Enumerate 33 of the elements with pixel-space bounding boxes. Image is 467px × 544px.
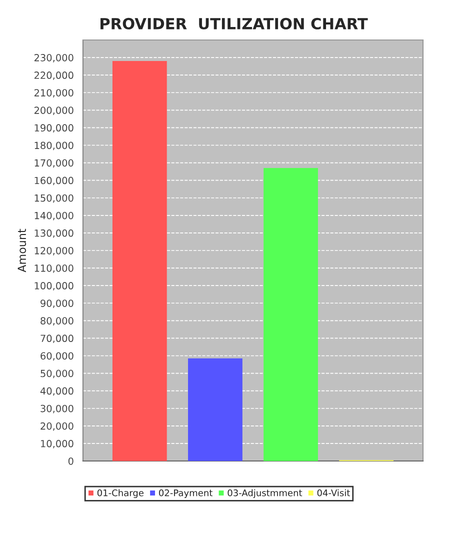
y-tick-label: 190,000 — [34, 124, 74, 133]
y-tick-label: 170,000 — [34, 159, 74, 168]
y-axis-title: Amount — [18, 228, 26, 272]
y-tick-label: 160,000 — [34, 176, 74, 186]
y-tick-label: 20,000 — [40, 422, 74, 431]
y-tick-label: 180,000 — [34, 142, 74, 150]
y-tick-label: 110,000 — [34, 264, 74, 273]
bar — [112, 61, 167, 461]
y-tick-label: 80,000 — [40, 317, 74, 326]
y-tick-label: 50,000 — [40, 370, 74, 378]
y-tick-label: 10,000 — [41, 440, 74, 448]
y-tick-label: 210,000 — [34, 89, 74, 98]
y-tick-label: 200,000 — [34, 106, 74, 115]
bar — [264, 168, 318, 461]
chart-title: PROVIDER UTILIZATION CHART — [100, 18, 368, 30]
y-tick-label: 70,000 — [40, 334, 74, 344]
y-tick-label: 230,000 — [34, 54, 74, 62]
y-tick-label: 140,000 — [34, 212, 74, 220]
legend-label: 01-Charge — [97, 489, 144, 498]
legend-label: 02-Payment — [159, 489, 212, 498]
y-tick-label: 90,000 — [40, 300, 74, 308]
legend-label: 04-Visit — [317, 489, 350, 496]
y-tick-label: 40,000 — [40, 387, 74, 396]
bar — [188, 358, 242, 461]
y-tick-label: 100,000 — [34, 282, 74, 290]
y-tick-label: 120,000 — [34, 246, 74, 256]
legend-label: 03-Adjustmment — [228, 489, 302, 498]
y-tick-label: 0 — [68, 457, 74, 465]
y-tick-label: 130,000 — [34, 229, 74, 238]
y-tick-label: 220,000 — [34, 72, 74, 80]
y-tick-label: 30,000 — [40, 404, 74, 414]
y-tick-label: 150,000 — [34, 194, 74, 203]
y-tick-label: 60,000 — [40, 352, 74, 361]
